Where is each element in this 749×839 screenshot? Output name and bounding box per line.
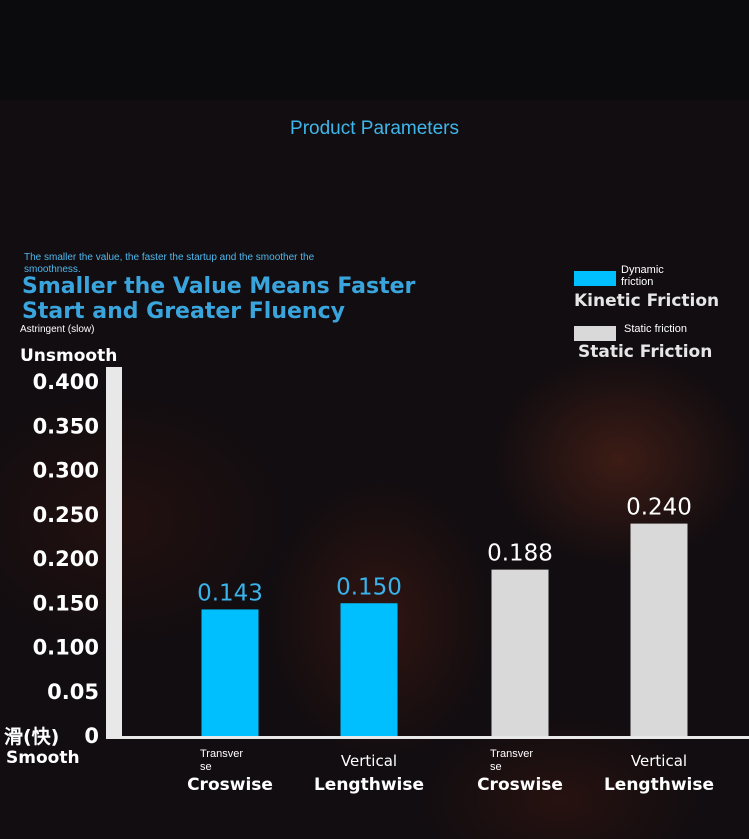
category-label: Vertical (341, 752, 397, 770)
category-label: Croswise (187, 775, 273, 795)
category-label: Vertical (631, 752, 687, 770)
y-tick-label: 0.250 (33, 503, 99, 527)
y-tick-label: 0.350 (33, 414, 99, 438)
category-label-small: se (200, 761, 212, 773)
bar-value-label: 0.150 (336, 574, 402, 600)
y-axis-bar (106, 367, 122, 736)
bar-static (491, 569, 549, 736)
axis-top-label-small: Astringent (slow) (20, 324, 95, 335)
legend-swatch-kinetic (574, 271, 616, 286)
axis-top-label: Unsmooth (20, 346, 118, 366)
background-artwork (0, 100, 749, 839)
bar-value-label: 0.143 (197, 580, 263, 606)
legend-label-kinetic-small: Dynamic friction (621, 264, 664, 288)
category-label-small: Transver (490, 748, 533, 760)
y-tick-label: 0.150 (33, 591, 99, 615)
y-tick-label: 0.200 (33, 547, 99, 571)
bar-kinetic (340, 603, 398, 736)
axis-bottom-label-cn: 滑(快) (4, 726, 60, 748)
bar-value-label: 0.188 (487, 541, 553, 567)
y-tick-label: 0.300 (33, 459, 99, 483)
legend-label-static-small: Static friction (624, 323, 687, 335)
category-label-small: se (490, 761, 502, 773)
legend-label-static: Static Friction (578, 342, 713, 362)
y-tick-label: 0.100 (33, 636, 99, 660)
subtitle-note: The smaller the value, the faster the st… (24, 252, 315, 275)
headline-line-1: Smaller the Value Means Faster (22, 274, 416, 299)
section-title: Product Parameters (290, 118, 459, 139)
headline: Smaller the Value Means Faster Start and… (22, 274, 422, 324)
y-tick-label: 0.400 (33, 370, 99, 394)
bar-value-label: 0.240 (626, 495, 692, 521)
bar-kinetic (201, 609, 259, 736)
category-label: Croswise (477, 775, 563, 795)
x-axis-line (106, 736, 749, 739)
axis-bottom-label: Smooth (6, 748, 80, 768)
category-label-small: Transver (200, 748, 243, 760)
legend-swatch-static (574, 326, 616, 341)
top-band (0, 0, 749, 100)
y-tick-label: 0.05 (47, 680, 99, 704)
legend-label-kinetic: Kinetic Friction (574, 291, 720, 311)
headline-line-2: Start and Greater Fluency (22, 299, 345, 324)
category-label: Lengthwise (314, 775, 424, 795)
category-label: Lengthwise (604, 775, 714, 795)
bar-static (630, 523, 688, 736)
y-tick-label: 0 (84, 724, 99, 748)
